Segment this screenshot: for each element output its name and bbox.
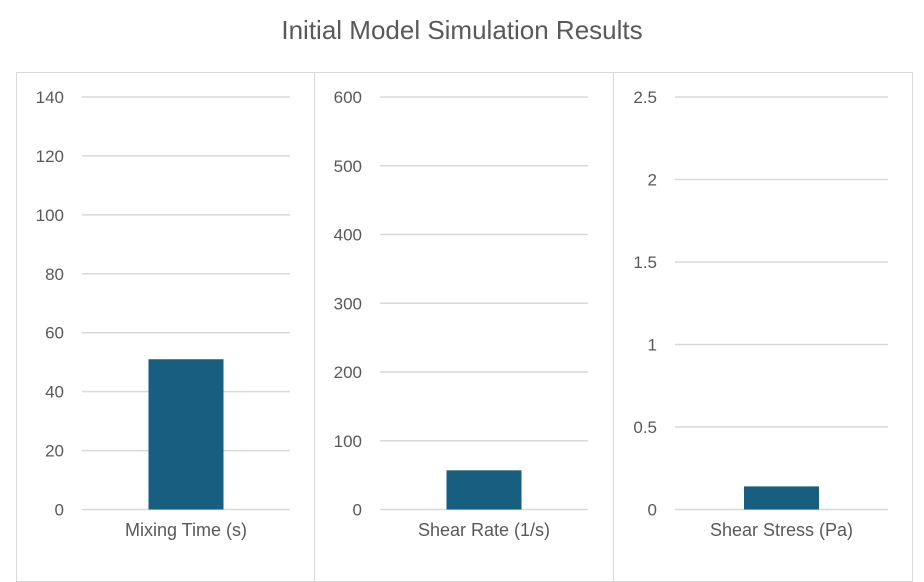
y-tick-label: 2.5 — [633, 88, 657, 107]
y-tick-label: 0 — [353, 501, 362, 520]
y-tick-label: 300 — [334, 294, 362, 313]
y-tick-label: 2 — [648, 171, 657, 190]
y-tick-label: 1 — [648, 336, 657, 355]
y-tick-label: 120 — [36, 147, 64, 166]
y-tick-label: 200 — [334, 363, 362, 382]
y-tick-label: 140 — [36, 88, 64, 107]
y-tick-label: 80 — [45, 265, 64, 284]
bar — [446, 470, 522, 510]
y-tick-label: 60 — [45, 324, 64, 343]
y-tick-label: 20 — [45, 442, 64, 461]
x-category-label: Mixing Time (s) — [125, 520, 247, 540]
bar — [148, 359, 224, 510]
y-tick-label: 400 — [334, 226, 362, 245]
bar — [744, 486, 819, 510]
y-tick-label: 1.5 — [633, 253, 657, 272]
x-category-label: Shear Stress (Pa) — [710, 520, 853, 540]
y-tick-label: 100 — [334, 432, 362, 451]
y-tick-label: 0 — [648, 501, 657, 520]
y-tick-label: 0.5 — [633, 418, 657, 437]
y-tick-label: 100 — [36, 206, 64, 225]
y-tick-label: 0 — [55, 501, 64, 520]
y-tick-label: 600 — [334, 88, 362, 107]
y-tick-label: 40 — [45, 383, 64, 402]
chart-title: Initial Model Simulation Results — [281, 15, 643, 45]
x-category-label: Shear Rate (1/s) — [418, 520, 550, 540]
y-tick-label: 500 — [334, 157, 362, 176]
